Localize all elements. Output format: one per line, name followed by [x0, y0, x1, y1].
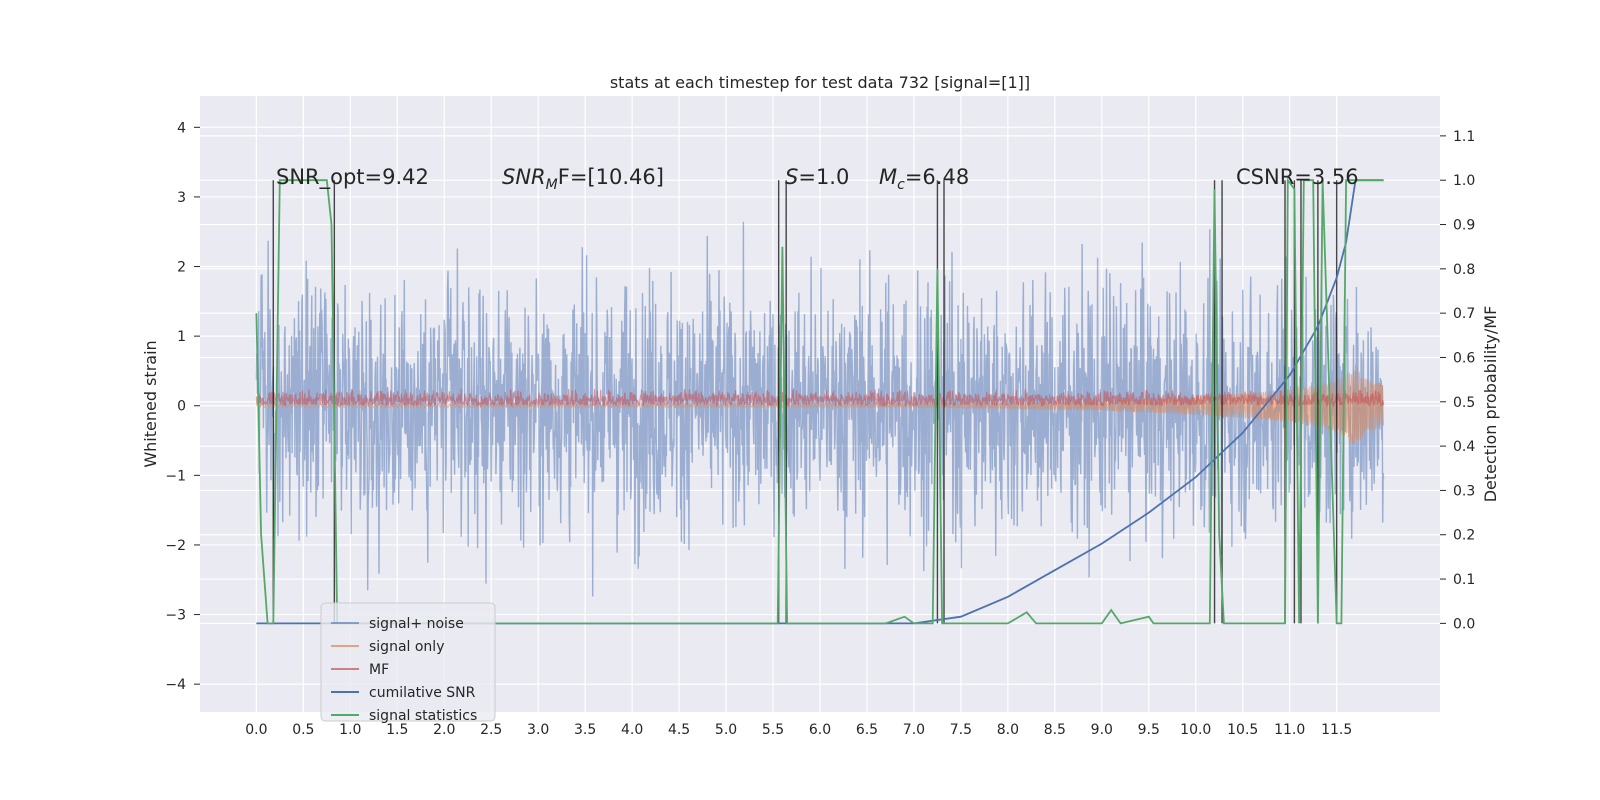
y-tick-label-right: 0.4 [1453, 439, 1475, 455]
series-cumulative-snr [256, 179, 1384, 625]
legend: signal+ noise signal only MF cumilative SNR… [320, 602, 496, 724]
annotation-snr-mf-value: F=[10.46] [558, 165, 664, 189]
y-tick-label-left: 2 [177, 260, 186, 276]
y-tick-label-left: −2 [165, 538, 186, 554]
x-tick-label: 7.0 [903, 722, 925, 738]
y-tick-label-left: −4 [165, 677, 186, 693]
legend-entry-label: cumilative SNR [369, 685, 476, 701]
legend-entry-label: signal statistics [369, 708, 477, 724]
x-tick-label: 5.0 [715, 722, 737, 738]
annotation-mc: Mc=6.48 [879, 165, 969, 193]
x-tick-label: 5.5 [762, 722, 784, 738]
x-tick-label: 1.0 [339, 722, 361, 738]
x-tick-label: 10.5 [1227, 722, 1258, 738]
x-tick-label: 0.5 [292, 722, 314, 738]
x-tick-label: 11.0 [1274, 722, 1305, 738]
y-tick-label-right: 1.1 [1453, 129, 1475, 145]
annotation-snr-mf: SNRMF=[10.46] [502, 165, 664, 193]
x-tick-label: 6.0 [809, 722, 831, 738]
x-tick-label: 4.5 [668, 722, 690, 738]
annotation-mc-value: =6.48 [905, 165, 969, 189]
x-tick-label: 2.0 [433, 722, 455, 738]
x-tick-label: 0.0 [245, 722, 267, 738]
y-axis-label-left: Whitened strain [141, 340, 160, 467]
annotation-snr-opt: SNR_opt=9.42 [276, 165, 429, 190]
x-tick-label: 7.5 [950, 722, 972, 738]
y-tick-label-right: 1.0 [1453, 173, 1475, 189]
series-signal-noise [255, 221, 1385, 597]
x-tick-label: 2.5 [480, 722, 502, 738]
x-tick-label: 4.0 [621, 722, 643, 738]
legend-entry-label: signal+ noise [369, 616, 464, 632]
y-tick-label-right: 0.3 [1453, 483, 1475, 499]
x-tick-label: 8.5 [1044, 722, 1066, 738]
annotation-snr-mf-symbol: SNR [502, 165, 546, 189]
y-tick-label-left: 3 [177, 190, 186, 206]
y-tick-label-right: 0.2 [1453, 528, 1475, 544]
legend-box [320, 602, 496, 722]
y-tick-label-right: 0.6 [1453, 350, 1475, 366]
x-tick-label: 11.5 [1321, 722, 1352, 738]
y-tick-label-left: 1 [177, 329, 186, 345]
annotation-s: S=1.0 [785, 165, 849, 189]
x-tick-label: 8.0 [997, 722, 1019, 738]
y-tick-label-right: 0.8 [1453, 262, 1475, 278]
x-tick-label: 6.5 [856, 722, 878, 738]
x-tick-label: 1.5 [386, 722, 408, 738]
annotation-mc-symbol: M [879, 165, 897, 189]
annotation-s-symbol: S [785, 165, 798, 189]
annotation-snr-mf-subscript: M [546, 177, 558, 193]
y-tick-label-right: 0.9 [1453, 218, 1475, 234]
x-tick-label: 10.0 [1180, 722, 1211, 738]
series-signal-only [255, 364, 1385, 444]
legend-entry-label: signal only [369, 639, 444, 655]
chart-title: stats at each timestep for test data 732… [610, 73, 1030, 92]
y-tick-label-left: −1 [165, 468, 186, 484]
legend-entry-label: MF [369, 662, 389, 678]
y-tick-label-left: 0 [177, 399, 186, 415]
y-tick-label-left: 4 [177, 120, 186, 136]
y-tick-label-left: −3 [165, 608, 186, 624]
y-tick-label-right: 0.7 [1453, 306, 1475, 322]
y-axis-label-right: Detection probability/MF [1481, 306, 1500, 503]
x-tick-label: 9.5 [1138, 722, 1160, 738]
y-tick-label-right: 0.0 [1453, 616, 1475, 632]
annotation-s-value: =1.0 [798, 165, 849, 189]
y-tick-label-right: 0.5 [1453, 395, 1475, 411]
annotation-mc-subscript: c [897, 177, 905, 193]
x-tick-label: 3.5 [574, 722, 596, 738]
annotation-csnr: CSNR=3.56 [1236, 165, 1359, 189]
x-tick-label: 9.0 [1091, 722, 1113, 738]
y-tick-label-right: 0.1 [1453, 572, 1475, 588]
x-tick-label: 3.0 [527, 722, 549, 738]
series-mf [255, 388, 1385, 408]
